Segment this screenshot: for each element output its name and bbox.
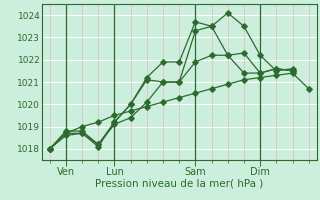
X-axis label: Pression niveau de la mer( hPa ): Pression niveau de la mer( hPa ) [95,178,263,188]
